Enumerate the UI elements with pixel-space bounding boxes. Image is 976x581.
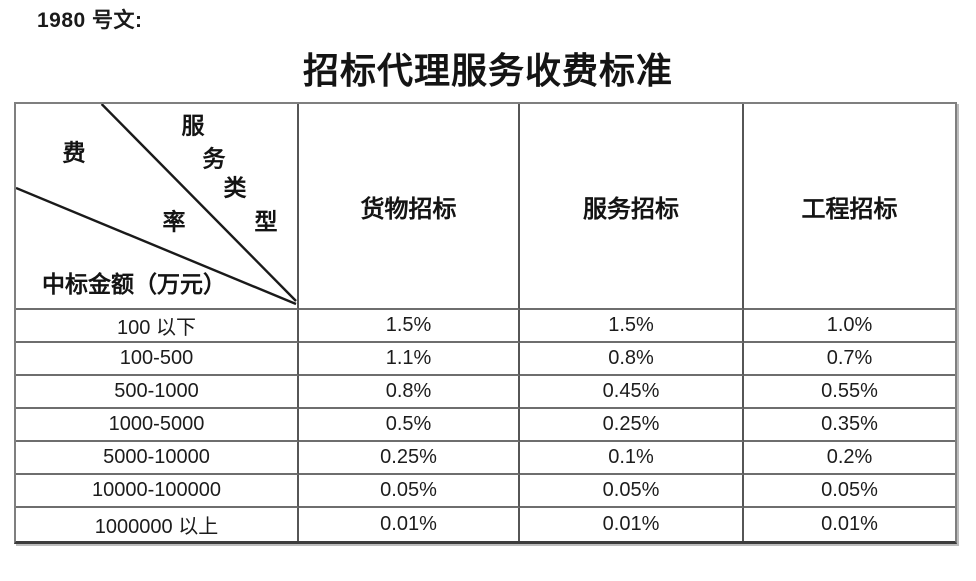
service-type-label-char: 型 bbox=[254, 209, 278, 235]
rate-cell: 0.05% bbox=[744, 475, 955, 508]
rate-cell: 0.2% bbox=[744, 442, 955, 475]
table-header-row: 费 率 服 务 类 型 中标金额（万元） 货物招标 服务招标 工程招标 bbox=[16, 104, 955, 310]
service-type-label-char: 务 bbox=[202, 146, 226, 172]
table-row: 5000-10000 0.25% 0.1% 0.2% bbox=[16, 442, 955, 475]
amount-range-cell: 100 以下 bbox=[16, 310, 299, 343]
table-row: 1000000 以上 0.01% 0.01% 0.01% bbox=[16, 508, 955, 541]
rate-cell: 0.01% bbox=[520, 508, 744, 541]
rate-cell: 0.45% bbox=[520, 376, 744, 409]
table-row: 100-500 1.1% 0.8% 0.7% bbox=[16, 343, 955, 376]
column-header-works-bidding: 工程招标 bbox=[744, 104, 955, 310]
table-row: 10000-100000 0.05% 0.05% 0.05% bbox=[16, 475, 955, 508]
rate-cell: 1.5% bbox=[299, 310, 520, 343]
rate-label-char: 费 bbox=[62, 140, 86, 166]
service-type-label-char: 服 bbox=[181, 113, 205, 139]
amount-range-cell: 1000-5000 bbox=[16, 409, 299, 442]
amount-range-cell: 5000-10000 bbox=[16, 442, 299, 475]
rate-cell: 1.0% bbox=[744, 310, 955, 343]
table-row: 1000-5000 0.5% 0.25% 0.35% bbox=[16, 409, 955, 442]
amount-range-cell: 500-1000 bbox=[16, 376, 299, 409]
diagonal-lines bbox=[16, 104, 297, 306]
rate-cell: 1.1% bbox=[299, 343, 520, 376]
bid-amount-axis-label: 中标金额（万元） bbox=[42, 272, 226, 297]
rate-cell: 1.5% bbox=[520, 310, 744, 343]
rate-cell: 0.8% bbox=[520, 343, 744, 376]
rate-cell: 0.35% bbox=[744, 409, 955, 442]
rate-cell: 0.25% bbox=[299, 442, 520, 475]
rate-cell: 0.7% bbox=[744, 343, 955, 376]
rate-cell: 0.05% bbox=[299, 475, 520, 508]
rate-cell: 0.01% bbox=[821, 513, 878, 535]
rate-cell: 0.5% bbox=[299, 409, 520, 442]
rate-cell: 0.25% bbox=[520, 409, 744, 442]
service-type-label-char: 类 bbox=[223, 175, 247, 201]
column-header-goods-bidding: 货物招标 bbox=[299, 104, 520, 310]
table-row: 100 以下 1.5% 1.5% 1.0% bbox=[16, 310, 955, 343]
amount-range-cell: 1000000 以上 bbox=[16, 508, 299, 541]
rate-label-char: 率 bbox=[162, 209, 186, 235]
diagonal-header-cell: 费 率 服 务 类 型 中标金额（万元） bbox=[16, 104, 299, 310]
rate-cell: 0.1% bbox=[520, 442, 744, 475]
table-row: 500-1000 0.8% 0.45% 0.55% bbox=[16, 376, 955, 409]
rate-cell: 0.8% bbox=[299, 376, 520, 409]
fee-standard-table: 费 率 服 务 类 型 中标金额（万元） 货物招标 服务招标 工程招标 100 … bbox=[14, 102, 957, 544]
rate-cell: 0.05% bbox=[520, 475, 744, 508]
rate-cell: 0.55% bbox=[744, 376, 955, 409]
rate-cell: 0.01% bbox=[299, 508, 520, 541]
page-title: 招标代理服务收费标准 bbox=[302, 51, 673, 91]
amount-range-cell: 10000-100000 bbox=[16, 475, 299, 508]
amount-range-cell: 100-500 bbox=[16, 343, 299, 376]
doc-number-label: 1980 号文: bbox=[37, 9, 143, 32]
column-header-service-bidding: 服务招标 bbox=[520, 104, 744, 310]
